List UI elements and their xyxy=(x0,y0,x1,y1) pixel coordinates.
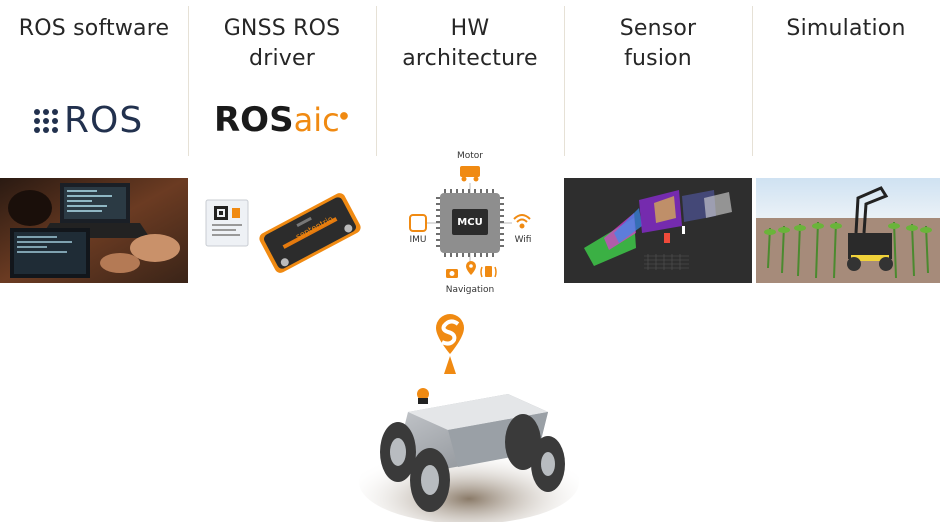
motor-label: Motor xyxy=(456,151,483,161)
imu-icon xyxy=(409,214,427,232)
rosaic-logo-accent: aic xyxy=(293,101,340,139)
motor-icon xyxy=(460,166,480,182)
column-divider xyxy=(376,6,377,156)
gnss-receiver-image: septentrio xyxy=(200,178,370,283)
column-title-line1: ROS software xyxy=(18,16,170,41)
ros-logo-text: ROS xyxy=(64,100,144,141)
column-title-line1: Simulation xyxy=(786,16,906,41)
ros-dots-icon xyxy=(34,108,58,133)
column-title-line2: architecture xyxy=(402,46,538,71)
rosaic-logo-main: ROS xyxy=(214,100,294,140)
column-title-ros-software: ROS software xyxy=(0,14,188,44)
simulation-render xyxy=(756,178,940,283)
column-divider xyxy=(752,6,753,156)
ros-software-photo xyxy=(0,178,188,283)
column-title-line1: GNSS ROS xyxy=(223,16,341,41)
navigation-label: Navigation xyxy=(445,285,495,295)
sensor-fusion-pointcloud xyxy=(564,178,752,283)
septentrio-mark-icon xyxy=(430,312,470,382)
column-title-simulation: Simulation xyxy=(752,14,940,44)
camera-icon xyxy=(446,269,458,278)
column-title-hw-architecture: HW architecture xyxy=(376,14,564,74)
imu-label: IMU xyxy=(409,235,427,245)
column-title-line1: HW xyxy=(450,16,490,41)
hw-architecture-diagram: Motor xyxy=(400,145,540,305)
gnss-signal-icon xyxy=(480,266,497,278)
ros-logo: ROS xyxy=(34,100,143,141)
column-title-line2: driver xyxy=(249,46,315,71)
wifi-label: Wifi xyxy=(514,235,532,245)
wifi-icon xyxy=(513,214,531,229)
column-divider xyxy=(188,6,189,156)
mcu-chip xyxy=(436,189,504,257)
rosaic-logo-dot-icon: ● xyxy=(339,110,349,122)
location-pin-icon xyxy=(466,261,476,275)
column-title-gnss-ros-driver: GNSS ROS driver xyxy=(188,14,376,74)
column-title-line2: fusion xyxy=(624,46,692,71)
husky-robot-image xyxy=(358,372,580,524)
mcu-label: MCU xyxy=(457,217,483,228)
column-title-line1: Sensor xyxy=(619,16,697,41)
rosaic-logo: ROSaic● xyxy=(214,100,348,140)
column-title-sensor-fusion: Sensor fusion xyxy=(564,14,752,74)
column-divider xyxy=(564,6,565,156)
